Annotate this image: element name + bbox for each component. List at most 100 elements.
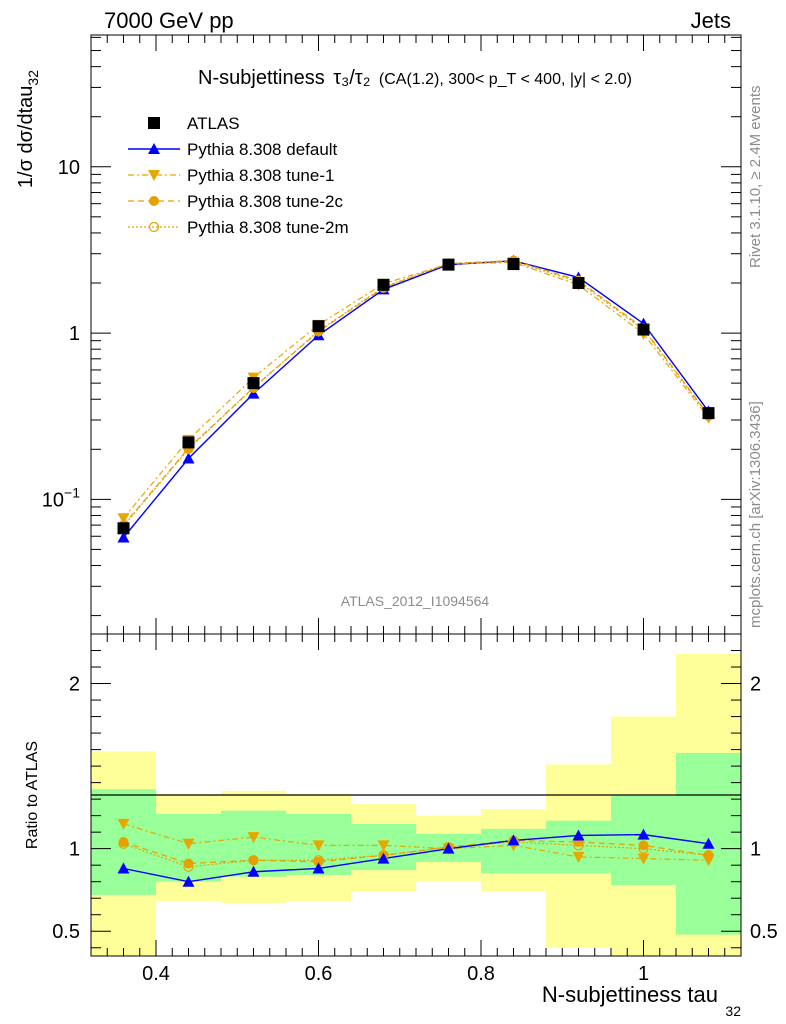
y-tick-label: 1 — [69, 323, 80, 345]
data-point-atlas — [312, 320, 325, 333]
y-axis-label-text: 1/σ dσ/dtau — [15, 86, 37, 189]
data-point-atlas — [702, 407, 715, 420]
legend-marker-pythia-8-308-tune-2m — [148, 221, 160, 233]
series-line-pythia-8-308-default — [122, 260, 710, 538]
ratio-tick-label-left: 0.5 — [52, 921, 80, 943]
data-point-atlas — [637, 323, 650, 336]
ratio-point-pythia-8-308-tune-2c — [703, 850, 714, 861]
ratio-y-axis-label: Ratio to ATLAS — [24, 741, 41, 849]
y-axis-label: 1/σ dσ/dtau32 — [15, 70, 41, 188]
watermark-label: ATLAS_2012_I1094564 — [341, 593, 490, 609]
ratio-series-lines — [123, 823, 709, 883]
legend-marker-atlas — [148, 117, 160, 129]
series-line-pythia-8-308-tune-2c — [123, 259, 709, 526]
uncertainty-band-inner — [221, 810, 286, 877]
side-text-rivet: Rivet 3.1.10, ≥ 2.4M events — [747, 86, 764, 269]
legend-label-pythia-8-308-tune-2m: Pythia 8.308 tune-2m — [187, 218, 349, 237]
legend-label-pythia-8-308-default: Pythia 8.308 default — [187, 140, 338, 159]
ratio-point-pythia-8-308-tune-1 — [117, 818, 130, 830]
ratio-tick-label-right: 2 — [750, 674, 761, 696]
ratio-point-pythia-8-308-default — [377, 852, 390, 864]
ratio-point-pythia-8-308-tune-2c — [248, 855, 259, 866]
data-point-atlas — [442, 258, 455, 271]
ratio-point-pythia-8-308-tune-1 — [312, 840, 325, 852]
ratio-line-pythia-8-308-tune-2c — [123, 839, 709, 865]
header-right-label: Jets — [691, 8, 731, 33]
data-point-pythia-8-308-tune-1 — [117, 513, 130, 525]
ratio-point-pythia-8-308-tune-2c — [638, 840, 649, 851]
x-axis-label-sub: 32 — [725, 1003, 741, 1019]
ratio-point-pythia-8-308-tune-1 — [247, 832, 260, 844]
side-text-mcplots: mcplots.cern.ch [arXiv:1306.3436] — [747, 401, 764, 628]
series-line-pythia-8-308-tune-1 — [123, 261, 709, 519]
legend-marker-pythia-8-308-default — [148, 143, 160, 154]
ratio-point-pythia-8-308-default — [312, 862, 325, 874]
ratio-point-pythia-8-308-default — [637, 828, 650, 840]
x-axis-label: N-subjettiness tau — [542, 982, 718, 1007]
x-tick-label: 1 — [638, 963, 649, 985]
ratio-point-pythia-8-308-tune-2m — [573, 840, 584, 851]
data-point-pythia-8-308-default — [182, 452, 195, 464]
data-point-atlas — [117, 522, 130, 535]
ratio-axis-ticks: 0.4 0.6 0.8 1 2 2 1 1 0.5 0.5 — [52, 634, 778, 985]
chart-title: N-subjettiness τ₃/τ₂ (CA(1.2), 300< p_T … — [198, 67, 632, 89]
x-tick-label: 0.8 — [467, 963, 495, 985]
legend: ATLAS Pythia 8.308 default Pythia 8.308 tu… — [128, 114, 349, 237]
legend-marker-pythia-8-308-tune-2c — [149, 196, 159, 206]
series-line-pythia-8-308-tune-2m — [123, 260, 709, 527]
x-tick-label: 0.6 — [305, 963, 333, 985]
ratio-tick-label-right: 0.5 — [750, 921, 778, 943]
main-series-lines — [122, 259, 710, 538]
ratio-tick-label-right: 1 — [750, 839, 761, 861]
y-tick-label-base: 10 — [42, 489, 64, 511]
ratio-point-pythia-8-308-default — [117, 862, 130, 874]
legend-marker-pythia-8-308-tune-1 — [148, 170, 160, 181]
ratio-point-pythia-8-308-tune-2m — [638, 843, 649, 854]
ratio-line-pythia-8-308-default — [123, 833, 709, 883]
main-series-markers — [117, 254, 715, 543]
y-tick-label: 10−1 — [42, 484, 80, 511]
ratio-line-pythia-8-308-tune-2m — [123, 841, 709, 868]
chart-title-conditions: (CA(1.2), 300< p_T < 400, |y| < 2.0) — [379, 71, 632, 88]
ratio-point-pythia-8-308-default — [247, 865, 260, 877]
ratio-point-pythia-8-308-default — [572, 829, 585, 841]
data-point-atlas — [377, 278, 390, 291]
data-point-atlas — [572, 277, 585, 290]
ratio-point-pythia-8-308-tune-1 — [182, 838, 195, 850]
ratio-line-pythia-8-308-tune-1 — [123, 823, 709, 861]
ratio-point-pythia-8-308-default — [507, 834, 520, 846]
data-point-atlas — [182, 436, 195, 449]
header-left-label: 7000 GeV pp — [104, 8, 234, 33]
ratio-point-pythia-8-308-tune-2m — [118, 838, 129, 849]
ratio-point-pythia-8-308-tune-2m — [248, 855, 259, 866]
chart-title-tau: τ₃/τ₂ — [333, 67, 370, 89]
ratio-tick-label-left: 1 — [69, 839, 80, 861]
legend-label-pythia-8-308-tune-1: Pythia 8.308 tune-1 — [187, 166, 334, 185]
ratio-point-pythia-8-308-tune-1 — [637, 853, 650, 865]
ratio-panel: 0.4 0.6 0.8 1 2 2 1 1 0.5 0.5 — [52, 633, 778, 985]
ratio-point-pythia-8-308-tune-2m — [183, 861, 194, 872]
x-tick-label: 0.4 — [142, 963, 170, 985]
ratio-point-pythia-8-308-tune-1 — [377, 840, 390, 852]
ratio-point-pythia-8-308-tune-1 — [572, 851, 585, 863]
chart-title-main: N-subjettiness — [198, 67, 325, 89]
data-point-atlas — [507, 258, 520, 271]
ratio-point-pythia-8-308-tune-2m — [703, 850, 714, 861]
ratio-uncertainty-bands — [91, 653, 741, 956]
ratio-point-pythia-8-308-tune-2c — [183, 858, 194, 869]
data-point-pythia-8-308-default — [117, 531, 130, 543]
y-tick-label-exponent: −1 — [64, 484, 80, 500]
y-tick-label: 10 — [58, 157, 80, 179]
ratio-series-markers — [117, 818, 715, 887]
data-point-pythia-8-308-default — [247, 387, 260, 399]
ratio-point-pythia-8-308-default — [702, 837, 715, 849]
ratio-point-pythia-8-308-default — [182, 875, 195, 887]
legend-label-pythia-8-308-tune-2c: Pythia 8.308 tune-2c — [187, 192, 343, 211]
ratio-point-pythia-8-308-default — [442, 842, 455, 854]
ratio-tick-label-left: 2 — [69, 674, 80, 696]
y-axis-label-sub: 32 — [25, 70, 41, 86]
data-point-atlas — [247, 377, 260, 390]
